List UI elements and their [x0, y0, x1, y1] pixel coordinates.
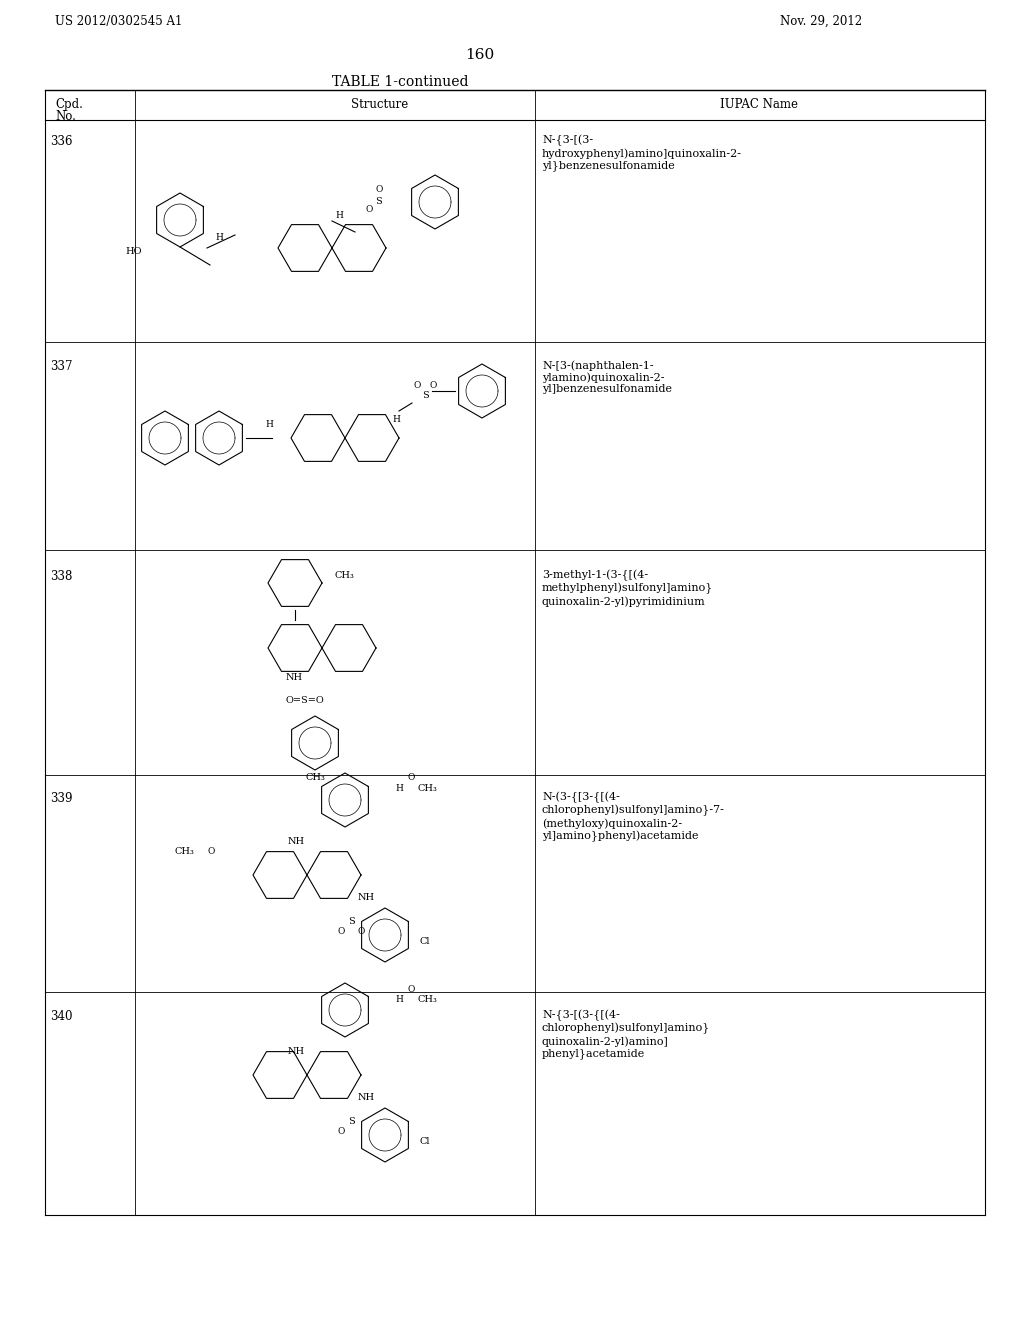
Text: 338: 338	[50, 570, 73, 583]
Text: 3-methyl-1-(3-{[(4-
methylphenyl)sulfonyl]amino}
quinoxalin-2-yl)pyrimidinium: 3-methyl-1-(3-{[(4- methylphenyl)sulfony…	[542, 570, 714, 607]
Text: No.: No.	[55, 110, 76, 123]
Text: H: H	[395, 995, 402, 1005]
Text: CH₃: CH₃	[305, 774, 325, 783]
Text: N-{3-[(3-
hydroxyphenyl)amino]quinoxalin-2-
yl}benzenesulfonamide: N-{3-[(3- hydroxyphenyl)amino]quinoxalin…	[542, 135, 742, 172]
Text: NH: NH	[288, 1048, 305, 1056]
Text: O: O	[375, 186, 382, 194]
Text: N-[3-(naphthalen-1-
ylamino)quinoxalin-2-
yl]benzenesulfonamide: N-[3-(naphthalen-1- ylamino)quinoxalin-2…	[542, 360, 672, 395]
Text: IUPAC Name: IUPAC Name	[720, 98, 798, 111]
Text: N-{3-[(3-{[(4-
chlorophenyl)sulfonyl]amino}
quinoxalin-2-yl)amino]
phenyl}acetam: N-{3-[(3-{[(4- chlorophenyl)sulfonyl]ami…	[542, 1010, 711, 1059]
Text: H: H	[335, 211, 343, 220]
Text: CH₃: CH₃	[418, 784, 438, 792]
Text: NH: NH	[358, 1093, 375, 1102]
Text: Cl: Cl	[420, 937, 430, 946]
Text: S: S	[348, 1118, 354, 1126]
Text: O: O	[408, 986, 416, 994]
Text: S: S	[348, 917, 354, 927]
Text: O: O	[358, 928, 366, 936]
Text: CH₃: CH₃	[175, 847, 195, 857]
Text: H: H	[392, 416, 400, 425]
Text: Cpd.: Cpd.	[55, 98, 83, 111]
Text: 337: 337	[50, 360, 73, 374]
Text: 160: 160	[465, 48, 495, 62]
Text: O: O	[208, 847, 215, 857]
Text: NH: NH	[358, 894, 375, 903]
Text: US 2012/0302545 A1: US 2012/0302545 A1	[55, 15, 182, 28]
Text: O: O	[338, 928, 345, 936]
Text: N-(3-{[3-{[(4-
chlorophenyl)sulfonyl]amino}-7-
(methyloxy)quinoxalin-2-
yl]amino: N-(3-{[3-{[(4- chlorophenyl)sulfonyl]ami…	[542, 792, 725, 842]
Text: 336: 336	[50, 135, 73, 148]
Text: O: O	[414, 381, 421, 391]
Text: O: O	[338, 1127, 345, 1137]
Text: 339: 339	[50, 792, 73, 805]
Text: CH₃: CH₃	[335, 572, 355, 581]
Text: H: H	[395, 784, 402, 792]
Text: Nov. 29, 2012: Nov. 29, 2012	[780, 15, 862, 28]
Text: NH: NH	[288, 837, 305, 846]
Text: H: H	[215, 232, 223, 242]
Text: TABLE 1-continued: TABLE 1-continued	[332, 75, 468, 88]
Text: O=S=O: O=S=O	[286, 696, 325, 705]
Text: CH₃: CH₃	[418, 995, 438, 1005]
Text: S: S	[422, 392, 429, 400]
Text: S: S	[375, 198, 382, 206]
Text: O: O	[365, 206, 373, 214]
Text: NH: NH	[286, 673, 303, 682]
Text: Cl: Cl	[420, 1138, 430, 1147]
Text: H: H	[265, 421, 272, 429]
Text: HO: HO	[125, 248, 141, 256]
Text: Structure: Structure	[351, 98, 409, 111]
Text: O: O	[430, 381, 437, 391]
Text: O: O	[408, 774, 416, 783]
Text: 340: 340	[50, 1010, 73, 1023]
